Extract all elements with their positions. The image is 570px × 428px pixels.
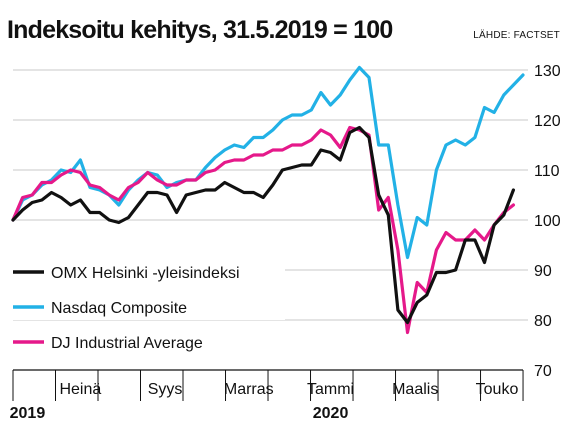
series-line-2 [11, 65, 525, 260]
x-tick-label: Marras [224, 381, 274, 398]
legend-bg [9, 296, 285, 320]
x-axis: Heinä Syys Marras Tammi Maalis Touko 2019 2020 [10, 369, 524, 422]
year-label: 2020 [313, 405, 349, 422]
y-tick-label: 120 [534, 113, 561, 130]
x-tick-label: Tammi [307, 381, 354, 398]
y-tick-label: 80 [534, 313, 552, 330]
legend-bg [9, 331, 285, 355]
y-axis: 70 80 90 100 110 120 130 [534, 63, 561, 380]
y-tick-label: 100 [534, 213, 561, 230]
x-tick-label: Heinä [59, 381, 101, 398]
y-tick-label: 70 [534, 363, 552, 380]
source-label: LÄHDE: FACTSET [473, 30, 560, 41]
y-tick-label: 130 [534, 63, 561, 80]
x-tick-label: Touko [476, 381, 519, 398]
series-lines [11, 65, 525, 335]
series-line-3 [11, 125, 516, 335]
legend: OMX Helsinki -yleisindeksi Nasdaq Composi… [9, 261, 285, 355]
year-label: 2019 [10, 405, 46, 422]
legend-label: Nasdaq Composite [51, 300, 187, 317]
chart-title: Indeksoitu kehitys, 31.5.2019 = 100 [7, 16, 393, 44]
x-tick-label: Maalis [392, 381, 438, 398]
legend-label: DJ Industrial Average [51, 335, 203, 352]
y-tick-label: 90 [534, 263, 552, 280]
legend-label: OMX Helsinki -yleisindeksi [51, 265, 240, 282]
y-tick-label: 110 [534, 163, 560, 180]
x-tick-label: Syys [148, 381, 183, 398]
legend-bg [9, 261, 285, 285]
series-line-1 [11, 125, 516, 325]
